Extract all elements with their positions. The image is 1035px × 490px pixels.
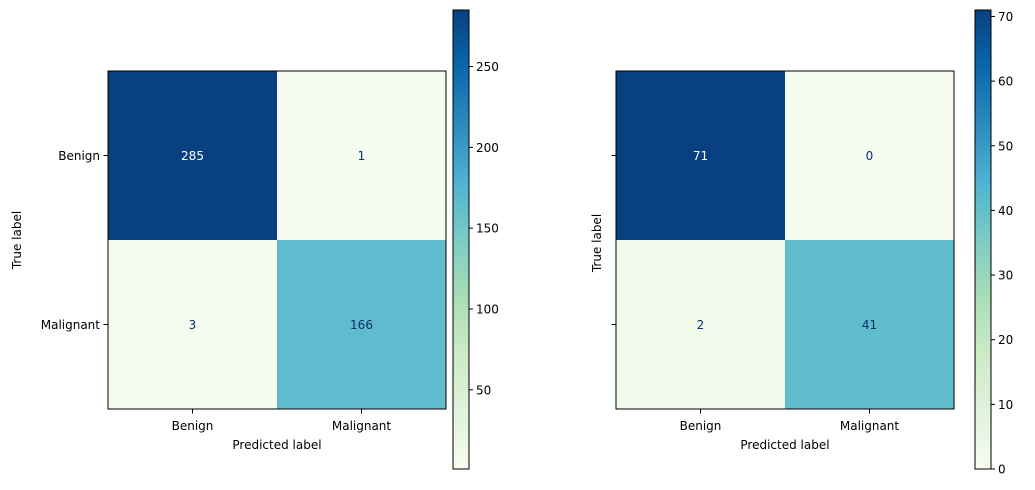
- colorbar-tick-label-2-3: 30: [998, 269, 1013, 283]
- colorbar-tick-label-1-3: 200: [476, 141, 499, 155]
- matrix-cell-1-1-1: [277, 240, 446, 409]
- y-axis-label-2: True label: [590, 214, 604, 273]
- confusion-matrix-panel-2: 71 02 41 Benign Malignant Predicted label …: [590, 9, 1013, 477]
- y-axis-2: True label: [590, 155, 616, 325]
- cell-value-2-1-0: 2: [697, 318, 705, 332]
- confusion-matrix-panel-1: 285 1 3 166 Benign Malignant Predicted labe…: [10, 9, 499, 470]
- colorbar-tick-label-2-5: 50: [998, 139, 1013, 153]
- cell-value-1-1-1: 166: [350, 318, 373, 332]
- colorbar-tick-label-2-2: 20: [998, 333, 1013, 347]
- cell-value-1-0-1: 1: [358, 149, 366, 163]
- cell-value-2-1-1: 41: [862, 318, 877, 332]
- colorbar-tick-label-1-4: 250: [476, 60, 499, 74]
- cell-value-1-0-0: 285: [181, 149, 204, 163]
- plot-frame-2: [615, 70, 955, 410]
- cell-labels-2: 71 0 2 41: [693, 149, 877, 332]
- colorbar-tick-label-2-0: 0: [998, 463, 1006, 477]
- colorbar-tick-label-1-1: 100: [476, 302, 499, 316]
- colorbar-gradient-1: [453, 10, 469, 469]
- matrix-cell-2-1-1: [785, 240, 954, 409]
- cell-labels-1: 285 1 3 166: [181, 149, 373, 332]
- colorbar-frame-2: [974, 9, 992, 470]
- matrix-cell-2-0-1: [785, 71, 954, 240]
- plot-frame-1: [107, 70, 447, 410]
- cell-value-2-0-1: 0: [866, 149, 874, 163]
- cell-value-2-0-0: 71: [693, 149, 708, 163]
- matrix-cell-1-0-1: [277, 71, 446, 240]
- matrix-cell-1-0-0: [108, 71, 277, 240]
- matrix-cell-1-1-0: [108, 240, 277, 409]
- matrix-cells-2: [616, 71, 954, 409]
- colorbar-gradient-2: [975, 10, 991, 469]
- cell-value-1-1-0: 3: [189, 318, 197, 332]
- colorbar-tick-label-1-2: 150: [476, 222, 499, 236]
- x-axis-2: Benign Malignant Predicted label: [680, 409, 900, 452]
- matrix-cell-2-1-0: [616, 240, 785, 409]
- colorbar-frame-1: [452, 9, 470, 470]
- matrix-cell-2-0-0: [616, 71, 785, 240]
- colorbar-tick-label-1-0: 50: [476, 383, 491, 397]
- x-tick-label-1-1: Malignant: [332, 419, 392, 433]
- y-tick-label-1-1: Malignant: [41, 318, 101, 332]
- colorbar-ticks-2: 0 10 20 30 40 50 60 70: [991, 10, 1013, 477]
- colorbar-tick-label-2-4: 40: [998, 204, 1013, 218]
- x-axis-label-2: Predicted label: [740, 438, 829, 452]
- y-axis-label-1: True label: [10, 211, 24, 270]
- x-tick-label-1-0: Benign: [172, 419, 214, 433]
- colorbar-1: 50 100 150 200 250: [452, 9, 499, 470]
- colorbar-2: 0 10 20 30 40 50 60 70: [974, 9, 1013, 477]
- x-axis-1: Benign Malignant Predicted label: [172, 409, 392, 452]
- colorbar-tick-label-2-1: 10: [998, 398, 1013, 412]
- colorbar-tick-label-2-7: 70: [998, 10, 1013, 24]
- colorbar-ticks-1: 50 100 150 200 250: [469, 60, 499, 397]
- matrix-cells-1: [108, 71, 446, 409]
- x-tick-label-2-1: Malignant: [840, 419, 900, 433]
- x-tick-label-2-0: Benign: [680, 419, 722, 433]
- y-axis-1: Benign Malignant True label: [10, 149, 108, 332]
- colorbar-tick-label-2-6: 60: [998, 75, 1013, 89]
- y-tick-label-1-0: Benign: [58, 149, 100, 163]
- x-axis-label-1: Predicted label: [232, 438, 321, 452]
